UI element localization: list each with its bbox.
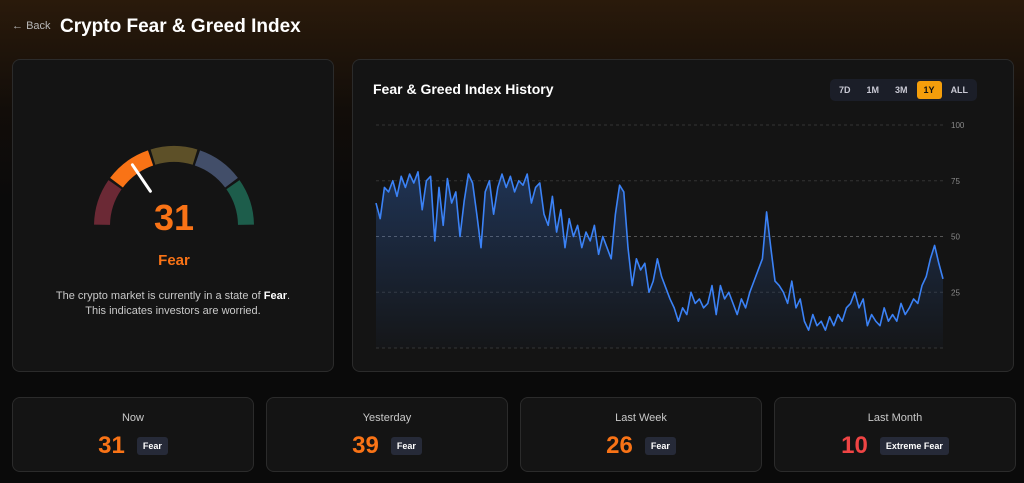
description-text: The crypto market is currently in a stat… bbox=[55, 290, 261, 302]
gauge: 31 Fear bbox=[94, 146, 254, 269]
range-button[interactable]: 7D bbox=[839, 85, 851, 95]
stat-card: Last Week 26 Fear bbox=[520, 397, 762, 472]
chart-title: Fear & Greed Index History bbox=[373, 81, 554, 97]
y-tick-label: 50 bbox=[951, 233, 960, 242]
gauge-segment bbox=[94, 180, 122, 226]
stat-value: 39 bbox=[352, 432, 379, 459]
description-level: Fear bbox=[263, 290, 288, 302]
range-button[interactable]: 3M bbox=[895, 85, 908, 95]
stat-label: Yesterday bbox=[362, 412, 412, 424]
line-series bbox=[375, 171, 944, 331]
range-selector: 7D 1M 3M 1Y ALL bbox=[830, 79, 978, 101]
gauge-needle bbox=[130, 163, 152, 193]
stat-value: 26 bbox=[606, 432, 633, 459]
stat-card: Yesterday 39 Fear bbox=[266, 397, 508, 472]
history-card: Fear & Greed Index History 25 50 75 100 7D 1… bbox=[352, 59, 1014, 372]
stat-card: Last Month 10 Extreme Fear bbox=[774, 397, 1016, 472]
stat-badge: Fear bbox=[644, 437, 676, 455]
range-button[interactable]: 1M bbox=[866, 85, 880, 95]
stat-label: Last Week bbox=[615, 412, 667, 424]
range-button[interactable]: ALL bbox=[950, 85, 969, 95]
stat-card: Now 31 Fear bbox=[12, 397, 254, 472]
range-button[interactable]: 1Y bbox=[916, 81, 942, 99]
stat-row: 39 Fear bbox=[267, 432, 507, 460]
back-link[interactable]: ← Back bbox=[12, 20, 51, 32]
stat-row: 31 Fear bbox=[13, 432, 253, 460]
y-tick-label: 75 bbox=[951, 177, 960, 186]
stat-badge: Fear bbox=[136, 437, 168, 455]
chart: Fear & Greed Index History 25 50 75 100 bbox=[373, 81, 965, 349]
stat-label: Now bbox=[121, 412, 144, 424]
stat-value: 10 bbox=[841, 432, 868, 459]
gauge-segment bbox=[226, 180, 254, 226]
y-tick-label: 25 bbox=[951, 288, 960, 297]
gauge-segment bbox=[150, 146, 198, 165]
stat-label: Last Month bbox=[867, 412, 923, 424]
gauge-label: Fear bbox=[158, 252, 190, 269]
page-title: Crypto Fear & Greed Index bbox=[60, 16, 301, 37]
y-tick-label: 100 bbox=[951, 121, 965, 130]
gauge-segment bbox=[194, 150, 238, 188]
gauge-value: 31 bbox=[154, 197, 194, 238]
stat-row: 26 Fear bbox=[521, 432, 761, 460]
line-area bbox=[376, 171, 943, 348]
description-end: . bbox=[287, 290, 291, 302]
stat-badge: Extreme Fear bbox=[879, 437, 949, 455]
gauge-description: The crypto market is currently in a stat… bbox=[13, 289, 333, 319]
gauge-segment bbox=[110, 150, 154, 188]
back-text[interactable]: Back bbox=[26, 20, 51, 32]
gauge-card: 31 Fear The crypto market is currently in… bbox=[12, 59, 334, 372]
stat-badge: Fear bbox=[390, 437, 422, 455]
description-line2: This indicates investors are worried. bbox=[85, 305, 261, 317]
stat-row: 10 Extreme Fear bbox=[775, 432, 1015, 460]
stat-value: 31 bbox=[98, 432, 125, 459]
